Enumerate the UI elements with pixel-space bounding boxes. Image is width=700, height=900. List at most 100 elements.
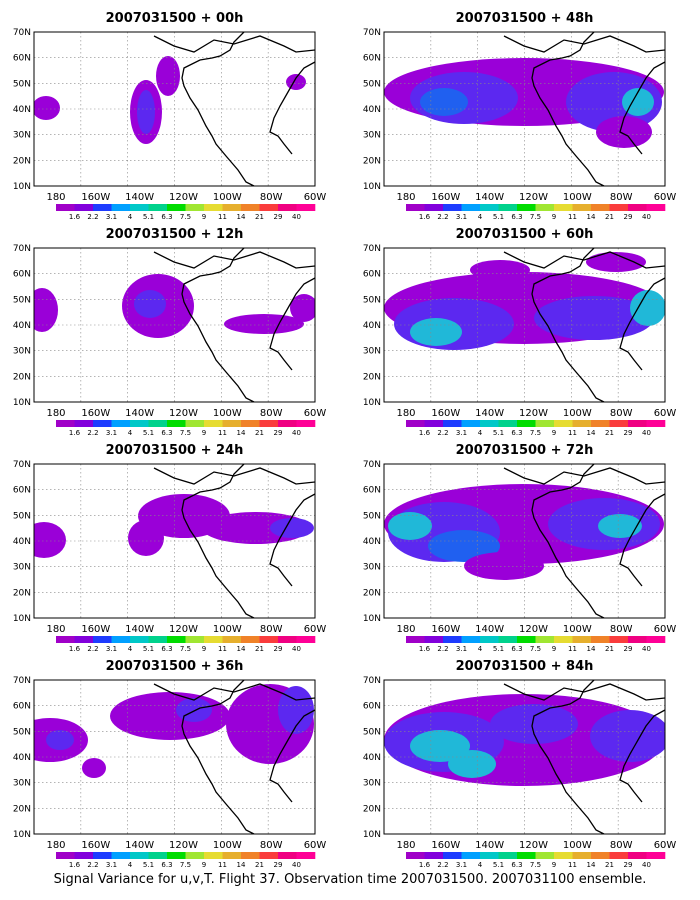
longitude-label: 80W: [610, 624, 633, 635]
variance-contour: [278, 686, 314, 734]
variance-contour: [46, 730, 74, 750]
colorbar-swatch: [93, 420, 112, 427]
longitude-label: 140W: [475, 408, 504, 419]
colorbar-label: 2.2: [87, 645, 98, 653]
colorbar-swatch: [56, 420, 75, 427]
colorbar-swatch: [609, 636, 629, 643]
variance-contour: [134, 290, 166, 318]
coastline: [503, 251, 665, 269]
colorbar-label: 11: [568, 861, 577, 869]
longitude-label: 160W: [431, 408, 460, 419]
colorbar-swatch: [278, 204, 297, 211]
colorbar-swatch: [554, 420, 573, 427]
colorbar-swatch: [461, 636, 481, 643]
latitude-label: 10N: [363, 614, 381, 624]
variance-contour: [110, 692, 230, 740]
variance-contour: [82, 758, 106, 778]
colorbar-label: 29: [624, 645, 633, 653]
colorbar-label: 7.5: [530, 645, 541, 653]
colorbar-swatch: [148, 204, 168, 211]
colorbar-swatch: [554, 852, 573, 859]
longitude-label: 140W: [475, 192, 504, 203]
colorbar-label: 14: [237, 213, 246, 221]
variance-contour: [290, 294, 315, 322]
latitude-label: 20N: [13, 588, 31, 598]
colorbar-label: 5.1: [493, 645, 504, 653]
longitude-label: 180: [46, 192, 65, 203]
colorbar-swatch: [259, 636, 279, 643]
colorbar-swatch: [646, 420, 666, 427]
colorbar-swatch: [572, 420, 592, 427]
colorbar-swatch: [204, 636, 223, 643]
colorbar-label: 21: [255, 861, 264, 869]
longitude-label: 100W: [563, 840, 592, 851]
variance-contour: [137, 90, 155, 134]
latitude-label: 60N: [13, 270, 31, 280]
variance-contour: [598, 514, 642, 538]
colorbar-label: 9: [552, 429, 556, 437]
panel-title: 2007031500 + 72h: [456, 443, 594, 458]
colorbar-label: 14: [587, 429, 596, 437]
variance-contour: [34, 96, 60, 120]
colorbar-swatch: [130, 420, 149, 427]
colorbar-label: 40: [292, 861, 301, 869]
latitude-label: 30N: [363, 131, 381, 141]
longitude-label: 100W: [213, 408, 242, 419]
colorbar-label: 5.1: [143, 429, 154, 437]
latitude-label: 40N: [363, 105, 381, 115]
colorbar-label: 40: [642, 861, 651, 869]
colorbar-swatch: [296, 204, 316, 211]
colorbar-label: 14: [237, 645, 246, 653]
longitude-label: 180: [396, 408, 415, 419]
variance-contour: [566, 72, 662, 132]
colorbar-swatch: [461, 420, 481, 427]
colorbar-label: 4: [478, 213, 483, 221]
coastline: [153, 467, 315, 485]
latitude-label: 60N: [13, 702, 31, 712]
colorbar-label: 4: [128, 213, 133, 221]
variance-contour: [388, 512, 432, 540]
colorbar-swatch: [241, 204, 260, 211]
variance-contour: [596, 116, 652, 148]
latitude-label: 70N: [13, 676, 31, 686]
colorbar-swatch: [498, 420, 518, 427]
colorbar-swatch: [241, 636, 260, 643]
colorbar-label: 21: [255, 213, 264, 221]
longitude-label: 120W: [519, 840, 548, 851]
longitude-label: 80W: [260, 192, 283, 203]
colorbar-label: 14: [587, 645, 596, 653]
colorbar-label: 9: [202, 645, 206, 653]
coastline: [503, 35, 665, 53]
longitude-label: 100W: [213, 624, 242, 635]
coastline: [269, 709, 315, 803]
colorbar-swatch: [461, 204, 481, 211]
longitude-label: 140W: [125, 408, 154, 419]
longitude-label: 100W: [213, 192, 242, 203]
coastline: [619, 277, 665, 371]
colorbar-label: 2.2: [437, 213, 448, 221]
latitude-label: 70N: [363, 28, 381, 38]
colorbar-label: 29: [274, 213, 283, 221]
colorbar-swatch: [609, 420, 629, 427]
coastline: [153, 251, 315, 269]
longitude-label: 80W: [260, 840, 283, 851]
colorbar-swatch: [443, 852, 462, 859]
colorbar-label: 5.1: [493, 429, 504, 437]
colorbar-label: 11: [568, 213, 577, 221]
map-frame: [383, 247, 666, 403]
longitude-label: 80W: [260, 624, 283, 635]
colorbar-swatch: [204, 852, 223, 859]
colorbar-swatch: [296, 852, 316, 859]
colorbar-swatch: [185, 204, 205, 211]
colorbar-label: 7.5: [530, 429, 541, 437]
latitude-label: 20N: [13, 156, 31, 166]
colorbar-label: 40: [642, 429, 651, 437]
colorbar-label: 6.3: [511, 213, 522, 221]
colorbar-swatch: [148, 636, 168, 643]
colorbar-swatch: [461, 852, 481, 859]
latitude-label: 20N: [363, 156, 381, 166]
colorbar-label: 1.6: [419, 645, 431, 653]
colorbar-label: 4: [128, 645, 133, 653]
colorbar-label: 11: [568, 645, 577, 653]
longitude-label: 160W: [81, 192, 110, 203]
